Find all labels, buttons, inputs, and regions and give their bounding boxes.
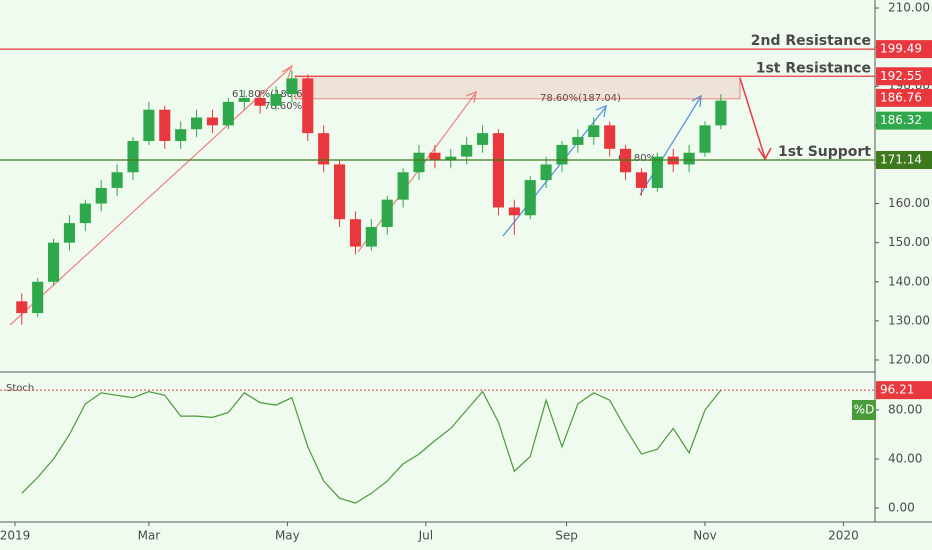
x-tick-label: Mar <box>138 529 161 543</box>
candle-body <box>143 109 155 141</box>
candle-body <box>63 223 76 243</box>
price-box-label: 96.21 <box>880 383 914 397</box>
candle-body <box>333 164 346 220</box>
candle-body <box>349 219 362 247</box>
candle-body <box>111 172 123 188</box>
candle-body <box>318 133 330 165</box>
candle-body <box>302 78 314 134</box>
candle-body <box>556 144 568 165</box>
candle-body <box>286 78 298 95</box>
candle-body <box>254 97 266 106</box>
arrow <box>281 64 294 79</box>
annotation: 61.80%(188.6) <box>232 89 307 100</box>
price-box <box>876 40 932 59</box>
stoch-line <box>21 389 722 504</box>
y-tick-label: 80.00 <box>888 402 922 416</box>
candle-body <box>461 144 473 157</box>
y-tick-label: 150.00 <box>888 235 930 249</box>
candle-body <box>222 101 234 126</box>
resistance-zone <box>294 75 741 100</box>
y-tick-label: 210.00 <box>888 1 930 15</box>
candle-body <box>572 137 584 145</box>
y-tick-label: 160.00 <box>888 196 930 210</box>
arrow <box>9 67 291 326</box>
candle-body <box>16 301 28 314</box>
candle-body <box>381 199 393 228</box>
indicator-name: Stoch <box>6 383 34 394</box>
candle-body <box>604 125 616 149</box>
candle-body <box>175 129 187 141</box>
level-name: 1st Support <box>778 144 871 160</box>
candle-body <box>48 242 60 282</box>
candle-body <box>683 152 695 165</box>
arrow <box>502 107 606 237</box>
candle-body <box>715 100 727 126</box>
price-box-label: 171.14 <box>880 152 922 166</box>
candle-body <box>413 152 425 173</box>
candle-body <box>191 117 203 130</box>
price-box <box>876 111 932 130</box>
candle-body <box>365 227 377 247</box>
candle-body <box>159 109 171 141</box>
arrow <box>691 94 702 108</box>
y-tick-label: 40.00 <box>888 451 922 465</box>
candle-body <box>397 172 409 200</box>
x-tick-label: 2019 <box>0 529 30 543</box>
price-box <box>876 88 932 107</box>
arrow <box>465 91 477 104</box>
price-box <box>876 150 932 169</box>
candle-body <box>95 187 107 204</box>
candle-body <box>445 156 457 161</box>
y-tick-label: 140.00 <box>888 274 930 288</box>
x-tick-label: Jul <box>418 529 433 543</box>
candle-body <box>32 281 44 314</box>
legend-box <box>852 400 876 420</box>
candle-body <box>588 125 600 138</box>
candle-body <box>508 207 520 216</box>
candle-body <box>127 140 139 173</box>
candle-body <box>476 133 489 145</box>
arrow <box>357 93 476 253</box>
x-tick-label: Sep <box>555 529 578 543</box>
price-box <box>876 67 932 86</box>
level-name: 2nd Resistance <box>751 33 871 49</box>
y-tick-label: 0.00 <box>888 500 915 514</box>
annotation: 78.60% <box>264 101 302 112</box>
x-tick-label: May <box>275 529 300 543</box>
candle-body <box>238 97 250 102</box>
candle-body <box>429 152 441 161</box>
candle-body <box>524 180 536 216</box>
trend-arrows <box>9 64 772 326</box>
candle-body <box>699 125 711 153</box>
price-box-label: 192.55 <box>880 69 922 83</box>
arrow <box>739 77 766 159</box>
candle-body <box>206 117 219 126</box>
x-tick-label: Nov <box>693 529 716 543</box>
candle-body <box>270 94 282 106</box>
arrow <box>595 105 607 118</box>
y-tick-label: 130.00 <box>888 313 930 327</box>
candle-body <box>651 156 663 188</box>
candle-body <box>492 133 505 208</box>
arrow <box>757 147 772 161</box>
candle-body <box>540 164 552 181</box>
price-box-label: 186.76 <box>880 90 922 104</box>
annotation: 61.80% <box>618 153 656 164</box>
price-box-label: 199.49 <box>880 42 922 56</box>
y-tick-label: 120.00 <box>888 352 930 366</box>
candle-body <box>635 172 648 188</box>
legend-label: %D <box>854 403 875 417</box>
level-name: 1st Resistance <box>756 60 871 76</box>
arrow <box>639 97 701 196</box>
candle-body <box>79 203 91 224</box>
annotation: 78.60%(187.04) <box>540 93 621 104</box>
price-box-label: 186.32 <box>880 113 922 127</box>
x-tick-label: 2020 <box>828 529 859 543</box>
price-box <box>876 381 932 400</box>
